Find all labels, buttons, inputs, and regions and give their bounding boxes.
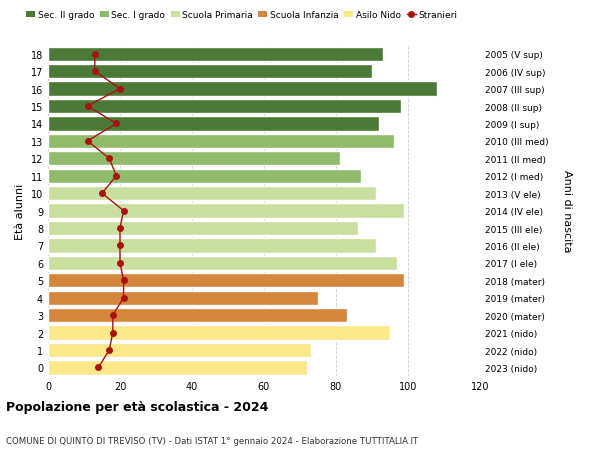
Bar xyxy=(48,152,340,166)
Bar xyxy=(48,65,372,79)
Bar xyxy=(48,134,394,149)
Text: Popolazione per età scolastica - 2024: Popolazione per età scolastica - 2024 xyxy=(6,400,268,413)
Bar xyxy=(48,47,383,62)
Bar xyxy=(48,256,397,270)
Bar xyxy=(48,343,311,358)
Bar xyxy=(48,361,307,375)
Bar xyxy=(48,291,318,305)
Bar xyxy=(48,204,404,218)
Text: COMUNE DI QUINTO DI TREVISO (TV) - Dati ISTAT 1° gennaio 2024 - Elaborazione TUT: COMUNE DI QUINTO DI TREVISO (TV) - Dati … xyxy=(6,436,418,445)
Bar xyxy=(48,82,437,96)
Y-axis label: Età alunni: Età alunni xyxy=(15,183,25,239)
Bar xyxy=(48,326,390,340)
Bar xyxy=(48,117,379,131)
Bar xyxy=(48,187,376,201)
Bar xyxy=(48,169,361,184)
Bar xyxy=(48,221,358,235)
Bar xyxy=(48,239,376,253)
Bar xyxy=(48,274,404,288)
Legend: Sec. II grado, Sec. I grado, Scuola Primaria, Scuola Infanzia, Asilo Nido, Stran: Sec. II grado, Sec. I grado, Scuola Prim… xyxy=(22,7,461,23)
Y-axis label: Anni di nascita: Anni di nascita xyxy=(562,170,572,252)
Bar xyxy=(48,308,347,323)
Bar xyxy=(48,100,401,114)
